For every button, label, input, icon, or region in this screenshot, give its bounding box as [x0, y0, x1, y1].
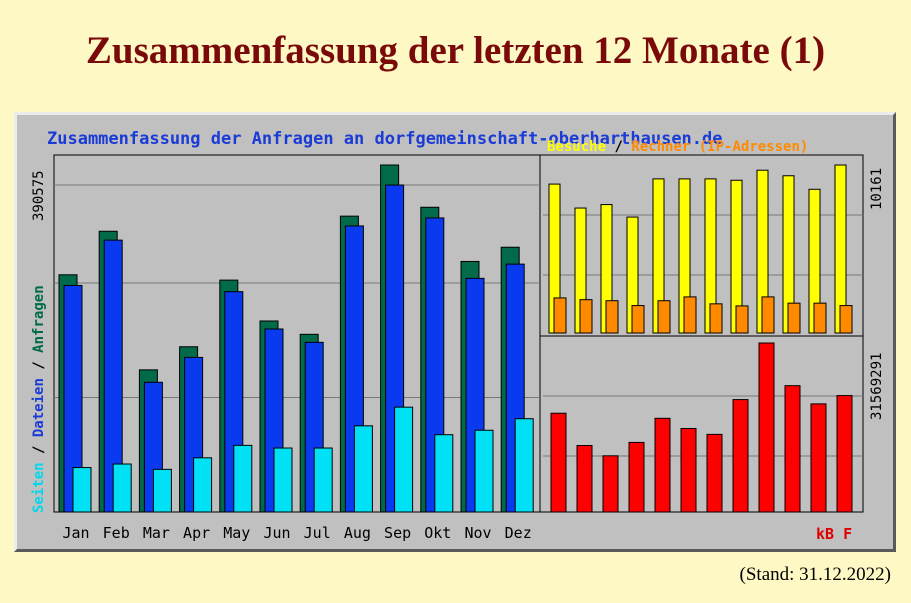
month-label-jun: Jun	[263, 524, 290, 542]
gridlines	[54, 184, 863, 457]
chart-title: Zusammenfassung der Anfragen an dorfgeme…	[47, 129, 723, 149]
bar-kb-jan	[550, 412, 567, 513]
bar-kb-jun	[680, 427, 697, 513]
kb-plot-frame	[539, 335, 864, 513]
ylabel-dateien: Dateien	[31, 378, 47, 437]
bar-rechner-sep	[761, 296, 775, 334]
main-ymax-label: 390575	[31, 170, 47, 221]
bar-kb-okt	[784, 385, 801, 513]
bar-seiten-okt	[434, 434, 454, 513]
bar-seiten-apr	[193, 457, 213, 513]
bar-kb-feb	[576, 445, 593, 513]
main-ylabel: Seiten / Dateien / Anfragen	[31, 285, 47, 513]
bar-seiten-mar	[152, 468, 172, 513]
bar-seiten-jan	[72, 467, 92, 513]
bar-rechner-jul	[709, 303, 723, 334]
bar-seiten-aug	[353, 425, 373, 513]
visits-legend: Besuche / Rechner (IP-Adressen)	[547, 139, 808, 155]
month-label-may: May	[223, 524, 250, 542]
slide-title: Zusammenfassung der letzten 12 Monate (1…	[85, 29, 826, 72]
legend-rechner: Rechner (IP-Adressen)	[631, 139, 808, 155]
bar-seiten-may	[233, 444, 253, 513]
legend-f: F	[843, 525, 852, 543]
bar-rechner-mar	[605, 300, 619, 334]
ylabel-seiten: Seiten	[31, 462, 47, 513]
bars	[58, 164, 853, 513]
bar-kb-mar	[602, 455, 619, 513]
month-labels: Jan Feb Mar Apr May Jun Jul Aug Sep Okt Nov Dez	[62, 524, 531, 542]
bar-seiten-sep	[394, 406, 414, 513]
bar-seiten-feb	[112, 463, 132, 513]
bar-rechner-okt	[787, 302, 801, 334]
bar-rechner-aug	[735, 305, 749, 334]
month-label-dez: Dez	[505, 524, 532, 542]
legend-kb: kB	[816, 525, 834, 543]
bar-rechner-may	[657, 300, 671, 334]
bar-rechner-feb	[579, 299, 593, 334]
bar-seiten-jun	[273, 447, 293, 513]
month-label-jul: Jul	[304, 524, 331, 542]
stand-note: (Stand: 31.12.2022)	[739, 564, 891, 585]
month-label-nov: Nov	[464, 524, 491, 542]
bar-rechner-jun	[683, 296, 697, 334]
bar-kb-dez	[836, 395, 853, 513]
bar-kb-jul	[706, 433, 723, 513]
bar-kb-sep	[758, 342, 775, 513]
bar-kb-nov	[810, 403, 827, 513]
bar-rechner-apr	[631, 305, 645, 334]
bar-seiten-jul	[313, 447, 333, 513]
bar-kb-aug	[732, 399, 749, 513]
stats-chart: Zusammenfassung der Anfragen an dorfgeme…	[31, 129, 885, 543]
month-label-apr: Apr	[183, 524, 210, 542]
bar-rechner-nov	[813, 302, 827, 334]
ylabel-anfragen: Anfragen	[31, 285, 47, 352]
month-label-sep: Sep	[384, 524, 411, 542]
visits-ymax-label: 10161	[869, 168, 885, 210]
month-label-mar: Mar	[143, 524, 170, 542]
month-label-aug: Aug	[344, 524, 371, 542]
chart-panel: Zusammenfassung der Anfragen an dorfgeme…	[14, 112, 896, 552]
bar-kb-may	[654, 417, 671, 513]
bar-seiten-nov	[474, 429, 494, 513]
kb-ymax-label: 31569291	[869, 353, 885, 420]
kb-legend: kB F	[816, 525, 852, 543]
month-label-jan: Jan	[62, 524, 89, 542]
bar-seiten-dez	[514, 418, 534, 513]
month-label-okt: Okt	[424, 524, 451, 542]
bar-kb-apr	[628, 441, 645, 513]
bar-rechner-jan	[553, 297, 567, 334]
bar-rechner-dez	[839, 305, 853, 334]
month-label-feb: Feb	[103, 524, 130, 542]
legend-besuche: Besuche	[547, 139, 606, 155]
